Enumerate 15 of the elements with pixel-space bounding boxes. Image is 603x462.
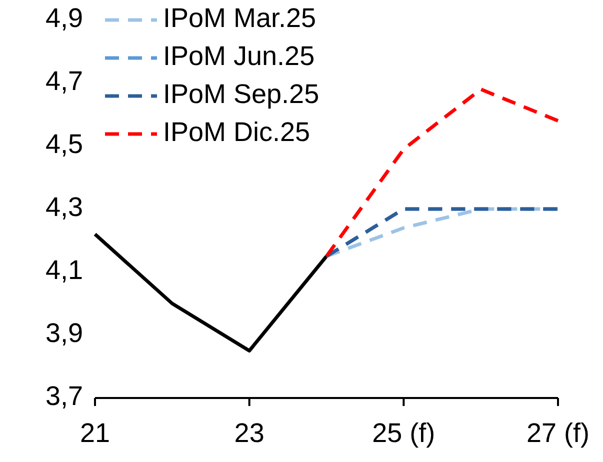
y-tick-label: 4,9 xyxy=(45,3,83,34)
legend-label: IPoM Jun.25 xyxy=(163,41,315,72)
y-tick-label: 3,7 xyxy=(45,381,83,412)
x-tick-label: 23 xyxy=(234,418,264,448)
x-tick-label: 21 xyxy=(80,418,110,448)
legend-label: IPoM Dic.25 xyxy=(163,117,310,148)
y-tick-label: 3,9 xyxy=(45,318,83,348)
y-tick-label: 4,3 xyxy=(45,192,83,222)
x-tick-label: 27 (f) xyxy=(526,418,590,448)
y-tick-label: 4,1 xyxy=(45,255,83,286)
x-tick-label: 25 (f) xyxy=(372,418,436,448)
legend-label: IPoM Sep.25 xyxy=(163,79,320,110)
y-tick-label: 4,7 xyxy=(45,66,83,96)
y-tick-label: 4,5 xyxy=(45,129,83,160)
legend-label: IPoM Mar.25 xyxy=(163,3,316,34)
